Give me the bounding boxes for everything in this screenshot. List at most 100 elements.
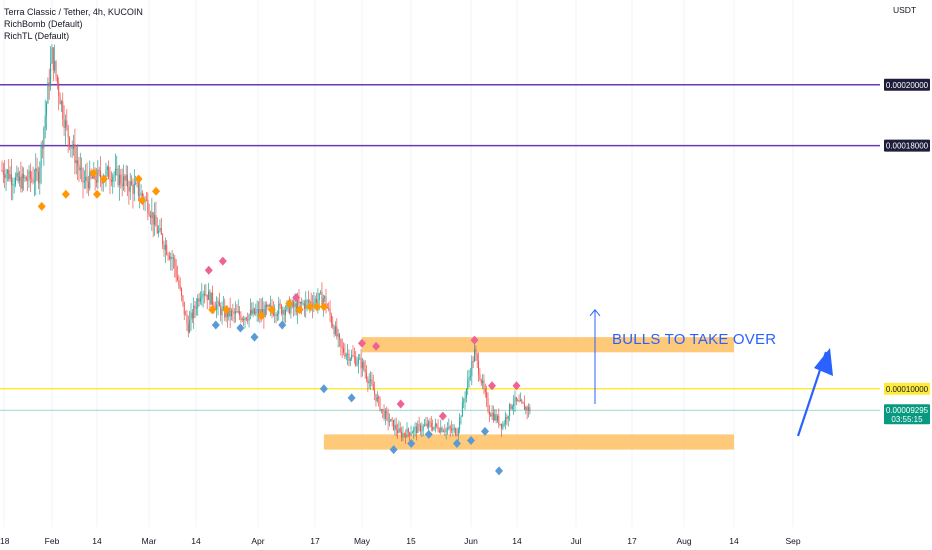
candle-body — [314, 298, 316, 303]
candle-body — [178, 280, 180, 287]
candle-body — [268, 305, 270, 307]
candle-body — [132, 184, 134, 194]
candle-body — [386, 411, 388, 414]
candle-body — [262, 309, 264, 314]
candle-body — [204, 293, 205, 296]
candle-body — [379, 398, 381, 411]
candle-body — [113, 175, 115, 177]
candle-body — [511, 406, 513, 409]
candle-body — [336, 326, 338, 337]
candle-body — [395, 424, 397, 431]
symbol-title[interactable]: Terra Classic / Tether, 4h, KUCOIN — [4, 7, 143, 17]
time-tick-label: 14 — [729, 536, 739, 546]
candle-body — [484, 388, 486, 393]
candle-body — [440, 427, 442, 433]
candle-body — [62, 101, 64, 119]
candle-body — [380, 408, 382, 411]
candle-body — [282, 309, 284, 314]
candle-body — [426, 423, 428, 427]
level-label-020: 0.00020000 — [886, 81, 929, 90]
candle-body — [16, 172, 18, 178]
candle-body — [526, 407, 528, 411]
candle-body — [46, 103, 48, 116]
candle-body — [499, 423, 501, 425]
candle-body — [100, 170, 102, 178]
candle-body — [43, 127, 45, 149]
candle-body — [264, 304, 266, 317]
candle-body — [498, 415, 500, 425]
sell-marker-red — [396, 399, 405, 409]
indicator-richbomb[interactable]: RichBomb (Default) — [4, 19, 83, 29]
candle-body — [463, 401, 465, 403]
candle-body — [290, 306, 292, 314]
candle-body — [374, 390, 376, 394]
candle-body — [391, 419, 393, 420]
candle-body — [170, 257, 172, 260]
marker-blue — [407, 439, 416, 449]
candle-body — [301, 301, 303, 304]
candle-body — [147, 199, 149, 214]
candle-body — [422, 425, 424, 430]
candle-body — [15, 177, 16, 185]
candle-body — [478, 360, 480, 375]
candle-body — [217, 301, 219, 305]
marker-blue — [319, 384, 328, 394]
candle-body — [235, 311, 237, 314]
candles — [1, 44, 531, 444]
candle-body — [253, 308, 255, 314]
candle-body — [154, 215, 156, 225]
candle-body — [425, 423, 427, 426]
candle-body — [145, 199, 147, 201]
candle-body — [459, 417, 461, 429]
marker-blue — [278, 320, 287, 330]
sell-marker-red — [358, 338, 366, 348]
sell-marker-red — [204, 265, 213, 275]
marker-blue — [347, 393, 356, 403]
candle-body — [424, 425, 426, 426]
candle-body — [10, 174, 12, 185]
candle-body — [297, 300, 299, 313]
candle-body — [299, 301, 301, 304]
time-axis[interactable]: 18 Feb 14 Mar 14 Apr 17 May 15 Jun 14 Jul 17 Aug 14 Sep — [0, 536, 801, 546]
candle-body — [457, 428, 459, 436]
candle-body — [195, 307, 197, 309]
candle-body — [171, 257, 173, 259]
candle-body — [124, 176, 126, 181]
time-tick-label: Jul — [571, 536, 582, 546]
candle-body — [248, 314, 250, 321]
candle-body — [13, 184, 15, 186]
indicator-richtl[interactable]: RichTL (Default) — [4, 31, 70, 41]
candle-body — [456, 434, 458, 436]
candle-body — [199, 297, 201, 302]
candle-body — [398, 428, 400, 433]
candle-body — [328, 308, 330, 309]
price-axis-unit: USDT — [893, 5, 916, 15]
candle-body — [409, 432, 411, 436]
candle-body — [270, 305, 272, 307]
candle-body — [434, 423, 436, 427]
annotation-arrows — [589, 308, 833, 437]
candle-body — [442, 431, 444, 433]
candle-body — [340, 339, 342, 347]
time-tick-label: Mar — [142, 536, 157, 546]
candle-body — [17, 172, 19, 182]
candle-body — [474, 349, 475, 362]
candle-body — [515, 397, 517, 401]
candle-body — [307, 300, 309, 303]
candle-body — [185, 314, 187, 316]
sell-marker-red — [470, 335, 479, 345]
buy-marker-orange — [208, 305, 217, 315]
candle-body — [71, 146, 73, 149]
time-tick-label: 15 — [406, 536, 416, 546]
candle-body — [402, 433, 404, 438]
price-axis[interactable]: USDT 0.000220000.000210000.000200000.000… — [893, 0, 932, 15]
candle-body — [469, 376, 471, 377]
candle-body — [12, 184, 14, 186]
candle-body — [91, 176, 93, 179]
zones — [323, 337, 734, 450]
candle-body — [54, 61, 56, 71]
candle-body — [8, 170, 10, 179]
candle-body — [213, 304, 215, 308]
candle-body — [77, 160, 79, 166]
